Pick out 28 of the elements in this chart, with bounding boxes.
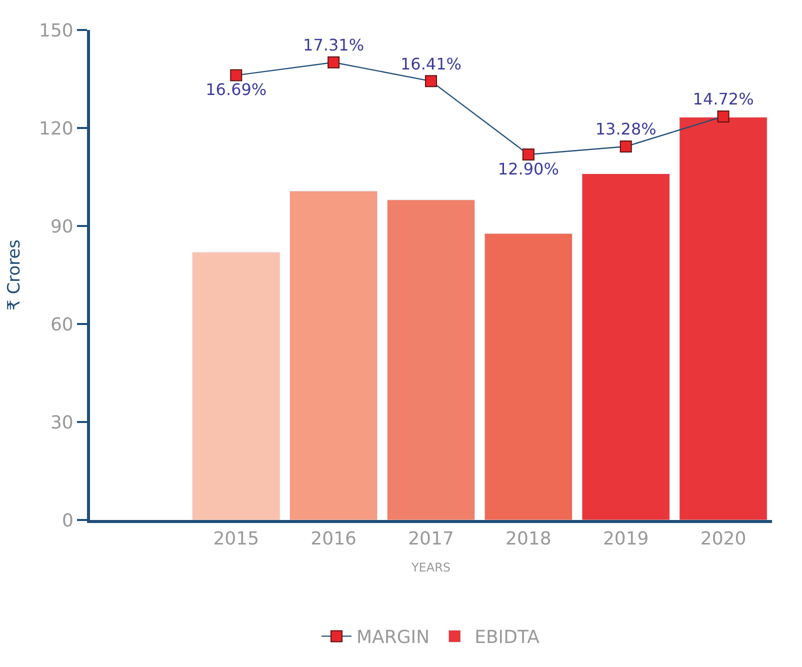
x-tick-label: 2017 — [408, 528, 454, 550]
legend-label: MARGIN — [356, 627, 430, 648]
y-tick-label: 120 — [39, 118, 74, 140]
x-tick-label: 2018 — [506, 528, 552, 550]
bar — [484, 233, 573, 520]
x-tick-label: 2016 — [310, 528, 356, 550]
x-tick-label: 2015 — [213, 528, 260, 550]
bar — [582, 173, 670, 520]
y-tick-label: 60 — [50, 314, 74, 336]
bar — [386, 200, 476, 520]
x-tick-label: 2019 — [602, 528, 649, 550]
bar — [289, 190, 378, 520]
data-label: 16.69% — [206, 80, 267, 100]
legend-label: EBIDTA — [474, 627, 540, 648]
bar — [192, 252, 280, 520]
data-label: 16.41% — [400, 54, 462, 74]
data-label: 14.72% — [692, 90, 754, 109]
x-axis-title: YEARS — [410, 560, 451, 574]
x-tick-label: 2020 — [700, 528, 746, 550]
data-label: 13.28% — [595, 120, 656, 139]
y-tick-label: 90 — [50, 216, 74, 238]
data-label: 17.31% — [303, 35, 364, 54]
y-tick-label: 0 — [62, 510, 74, 532]
bar — [679, 116, 768, 520]
data-label: 12.90% — [498, 159, 559, 178]
y-tick-label: 150 — [39, 20, 74, 42]
y-tick-label: 30 — [50, 412, 74, 434]
y-axis-title: ₹ Crores — [4, 239, 25, 311]
